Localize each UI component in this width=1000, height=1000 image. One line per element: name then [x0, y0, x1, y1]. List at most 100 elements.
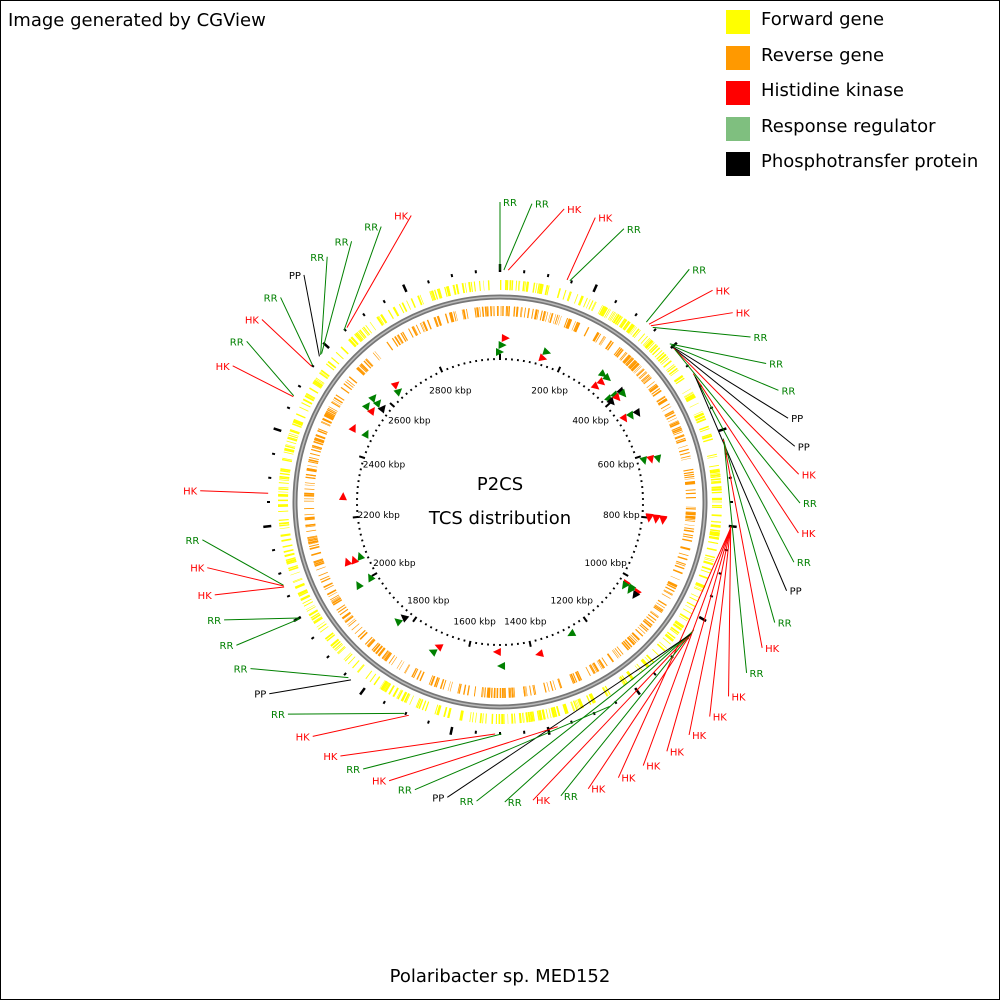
forward-gene-mark: [515, 280, 518, 291]
forward-gene-mark: [455, 284, 459, 295]
reverse-gene-mark: [305, 473, 316, 477]
reverse-gene-mark: [342, 612, 352, 620]
forward-gene-mark: [416, 698, 422, 709]
forward-gene-mark: [574, 700, 579, 710]
reverse-gene-mark: [434, 677, 439, 687]
outer-tick: [546, 273, 550, 278]
callout-label-rr: RR: [207, 616, 221, 627]
forward-gene-mark: [577, 295, 584, 306]
callout-line: [200, 490, 269, 494]
ruler-tick: [572, 622, 576, 626]
ruler-tick: [451, 635, 455, 639]
ruler-tick: [634, 455, 642, 460]
ruler-tick: [366, 445, 370, 448]
forward-gene-mark: [290, 571, 300, 576]
reverse-gene-mark: [457, 683, 461, 694]
reverse-gene-mark: [304, 516, 315, 519]
reverse-gene-mark: [589, 664, 596, 674]
reverse-gene-mark: [404, 664, 410, 674]
forward-gene-mark: [668, 367, 678, 375]
feature-marker-rr: [567, 628, 577, 637]
forward-gene-mark: [361, 327, 369, 337]
callout-label-hk: HK: [245, 315, 260, 326]
reverse-gene-mark: [508, 306, 510, 317]
feature-marker-hk: [492, 648, 501, 657]
reverse-gene-mark: [685, 482, 696, 486]
forward-gene-mark: [710, 525, 721, 528]
forward-gene-mark: [348, 656, 356, 665]
forward-gene-mark: [566, 291, 571, 302]
reverse-gene-mark: [573, 321, 579, 332]
forward-gene-mark: [313, 617, 323, 624]
forward-gene-mark: [535, 283, 538, 294]
legend-swatch: [726, 116, 750, 141]
forward-gene-mark: [649, 344, 657, 352]
reverse-gene-mark: [313, 560, 324, 566]
reverse-gene-mark: [685, 513, 696, 516]
reverse-gene-mark: [314, 438, 324, 444]
reverse-gene-mark: [372, 643, 380, 652]
callout-label-rr: RR: [627, 225, 641, 236]
reverse-gene-mark: [304, 508, 315, 510]
reverse-gene-mark: [307, 465, 318, 468]
reverse-gene-mark: [357, 366, 366, 375]
reverse-gene-mark: [680, 546, 691, 551]
forward-gene-mark: [280, 468, 291, 472]
forward-gene-mark: [711, 501, 722, 503]
forward-gene-mark: [571, 701, 576, 712]
forward-gene-mark: [536, 710, 540, 721]
callout-line: [642, 528, 731, 766]
reverse-gene-mark: [391, 337, 399, 347]
reverse-gene-mark: [413, 325, 419, 336]
reverse-gene-mark: [458, 683, 462, 694]
reverse-gene-mark: [595, 333, 602, 343]
legend-swatch: [726, 81, 750, 105]
reverse-gene-mark: [328, 591, 338, 598]
callout-label-rr: RR: [781, 386, 795, 397]
reverse-gene-mark: [400, 332, 407, 342]
forward-gene-mark: [711, 506, 722, 509]
forward-gene-mark: [278, 486, 289, 489]
reverse-gene-mark: [314, 562, 325, 567]
forward-gene-mark: [417, 295, 423, 306]
callout-line: [303, 274, 320, 357]
callout-line: [587, 629, 695, 790]
callout-line: [269, 679, 352, 695]
reverse-gene-mark: [315, 434, 326, 440]
callout-label-rr: RR: [310, 253, 324, 264]
forward-gene-mark: [507, 713, 509, 724]
reverse-gene-mark: [461, 309, 465, 320]
callout-label-rr: RR: [503, 198, 517, 209]
forward-gene-mark: [607, 310, 614, 320]
forward-gene-mark: [392, 687, 399, 697]
reverse-gene-mark: [631, 363, 639, 371]
ruler-tick: [636, 539, 639, 542]
forward-gene-mark: [498, 713, 501, 724]
callout-label-pp: PP: [790, 587, 802, 598]
feature-marker-hk: [351, 555, 360, 565]
reverse-gene-mark: [436, 316, 442, 326]
forward-gene-mark: [544, 284, 549, 296]
reverse-gene-mark: [311, 551, 322, 556]
ruler-tick: [596, 396, 600, 400]
reverse-gene-mark: [593, 332, 600, 342]
ruler-tick: [608, 409, 612, 413]
forward-gene-mark: [685, 393, 695, 401]
ruler-tick: [604, 402, 611, 408]
reverse-gene-mark: [684, 473, 695, 477]
forward-gene-mark: [282, 544, 293, 548]
ruler-tick: [540, 637, 543, 641]
forward-gene-mark: [662, 637, 671, 645]
forward-gene-mark: [280, 469, 291, 473]
forward-gene-mark: [421, 700, 427, 711]
forward-gene-mark: [335, 351, 344, 360]
callout-line: [507, 208, 565, 271]
reverse-gene-mark: [325, 411, 335, 418]
reverse-gene-mark: [312, 444, 323, 449]
forward-gene-mark: [388, 309, 394, 319]
forward-gene-mark: [536, 283, 540, 294]
reverse-gene-mark: [623, 355, 631, 364]
reverse-gene-mark: [642, 620, 652, 628]
reverse-gene-mark: [621, 642, 630, 651]
outer-tick: [546, 726, 551, 736]
